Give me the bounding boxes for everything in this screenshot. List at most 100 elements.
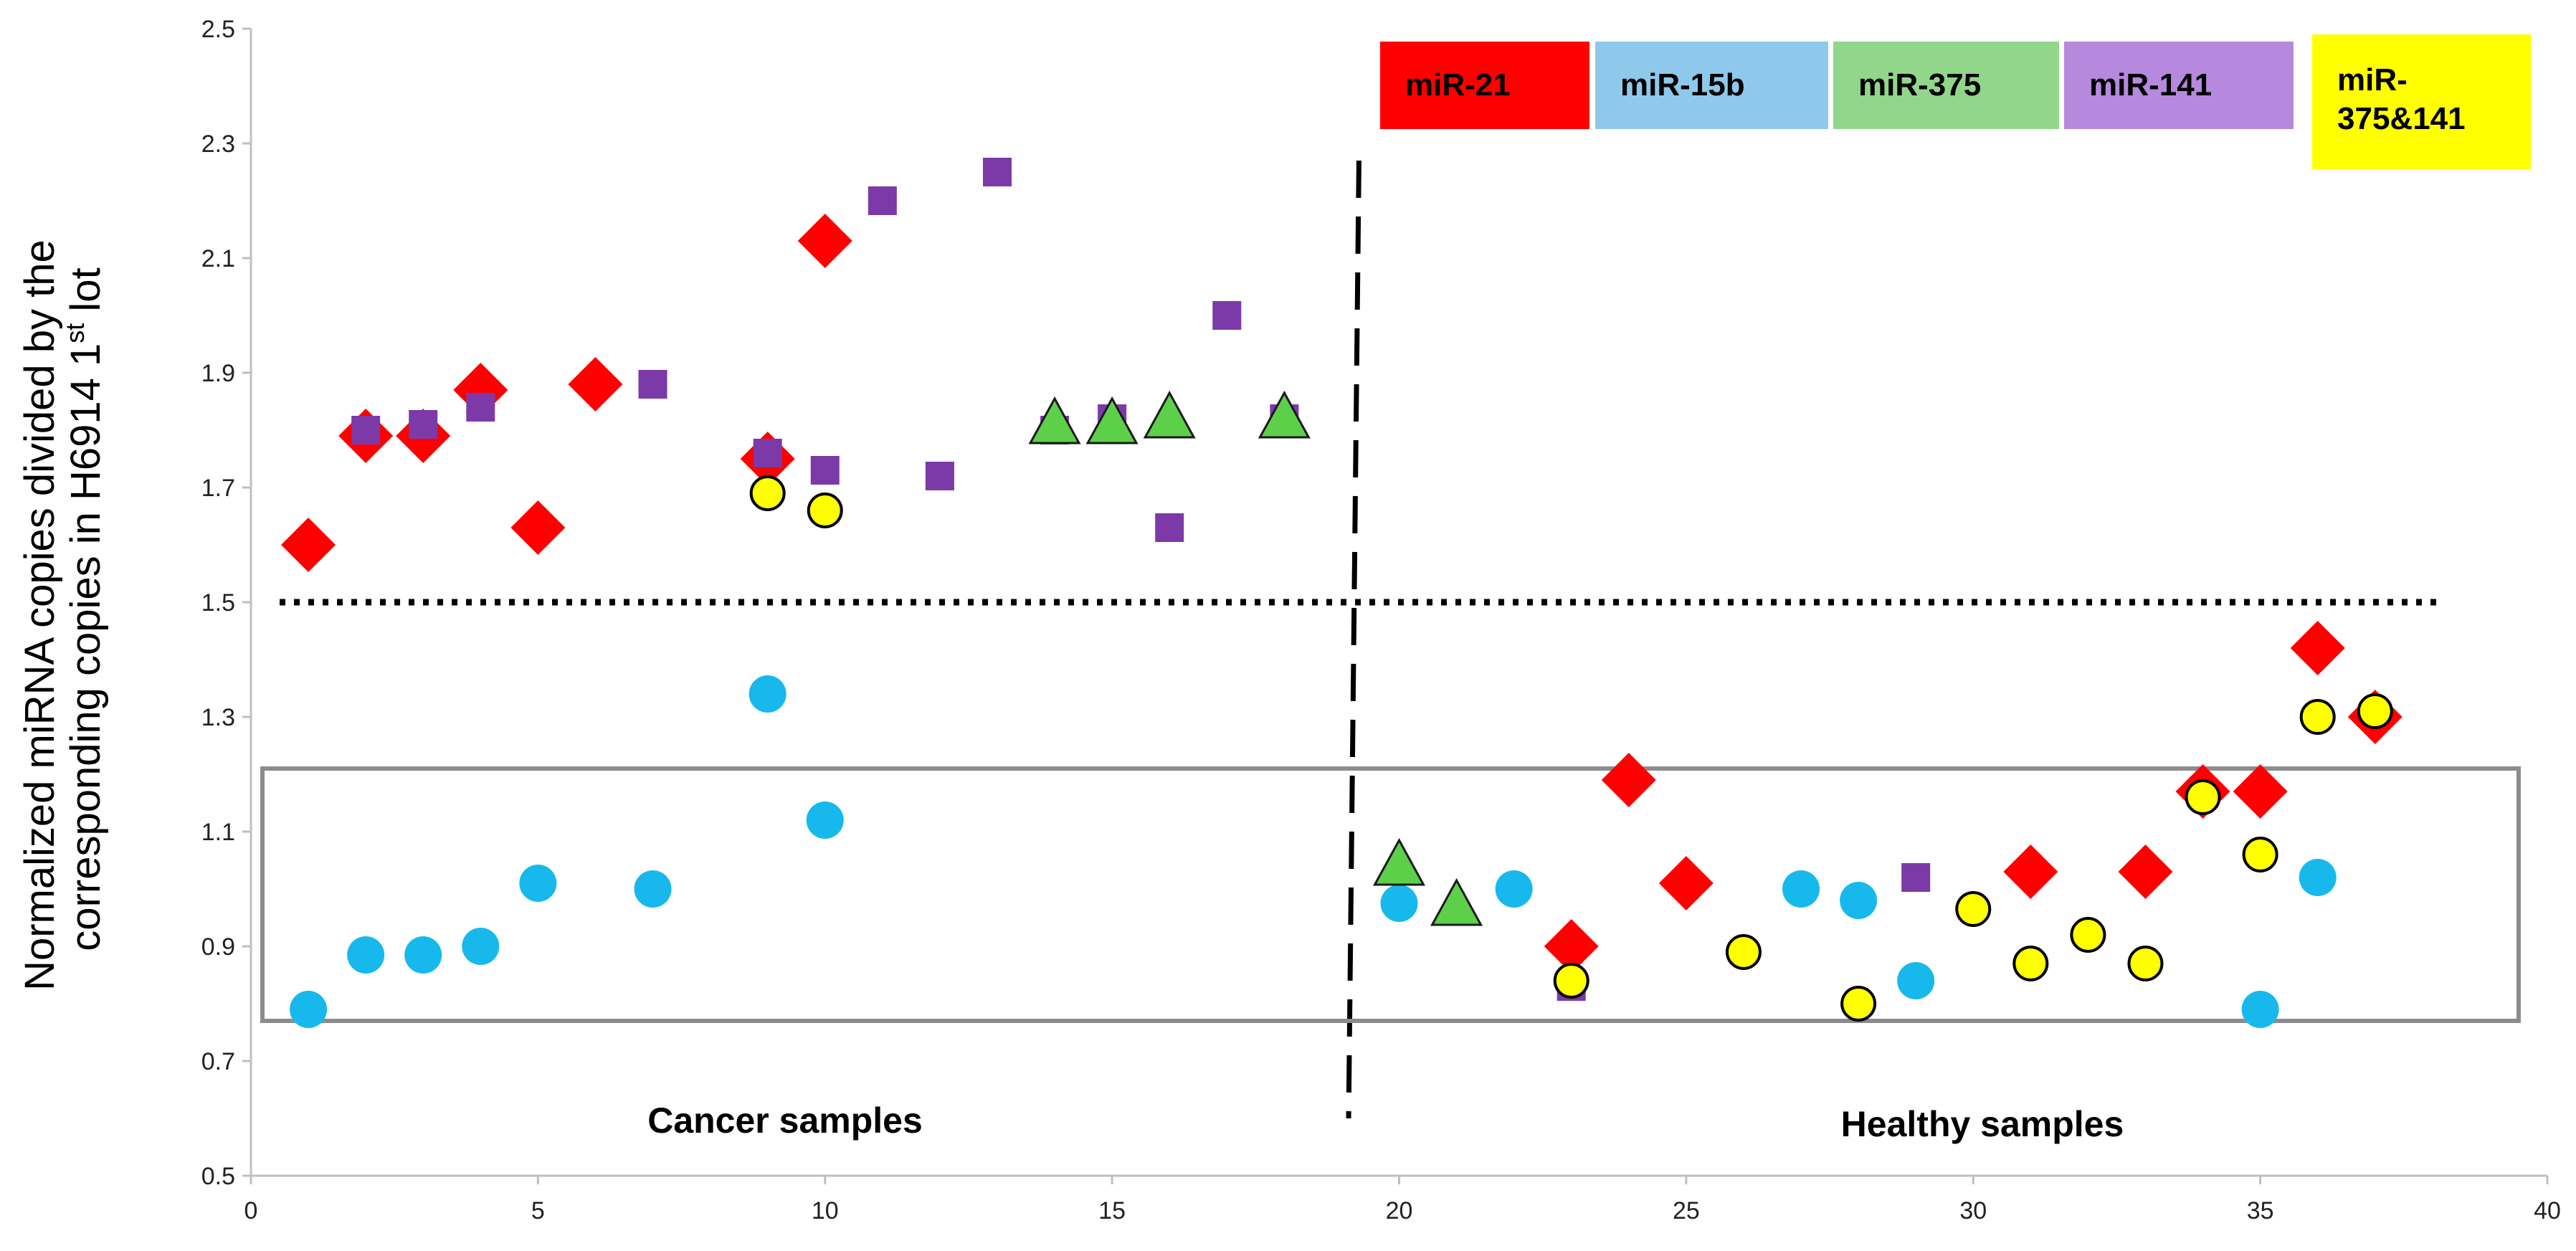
- mir-15b-point: [1897, 962, 1935, 999]
- mir-21-point: [568, 357, 623, 412]
- x-tick-label: 5: [531, 1197, 545, 1224]
- mir-375-141-point: [1840, 986, 1877, 1022]
- mir-375-141-point: [749, 475, 786, 511]
- y-tick-label: 2.3: [201, 130, 235, 158]
- legend-mir-375-swatch: [1833, 42, 2059, 129]
- legend-mir-375-141-swatch: [2312, 34, 2531, 169]
- y-tick-label: 2.1: [201, 245, 235, 272]
- mir-375-141-point: [1725, 934, 1762, 970]
- x-tick-label: 20: [1386, 1197, 1413, 1224]
- y-tick-label: 1.7: [201, 475, 235, 502]
- mir-21-point: [797, 214, 852, 268]
- cancer-region-label: Cancer samples: [647, 1100, 923, 1141]
- mir-141-point: [351, 416, 381, 444]
- mir-141-point: [753, 439, 782, 467]
- mir-375-141-point: [2242, 837, 2278, 872]
- normal-range-box: [260, 766, 2521, 1023]
- mir-15b-point: [462, 928, 500, 965]
- mir-21-point: [1658, 856, 1714, 910]
- mir-141-point: [868, 186, 897, 215]
- mir-21-point: [281, 518, 336, 572]
- mir-15b-point: [519, 865, 557, 902]
- x-tick-label: 25: [1673, 1197, 1700, 1224]
- mir-21-point: [2290, 621, 2345, 675]
- data-points: [281, 158, 2402, 1028]
- x-tick-label: 35: [2247, 1197, 2274, 1224]
- y-axis-label-suffix: lot: [62, 267, 109, 323]
- mir-375-point: [1143, 390, 1196, 439]
- legend-mir-15b-label: miR-15b: [1620, 67, 1745, 103]
- y-axis-label-sup: st: [60, 323, 90, 343]
- mir-15b-point: [1380, 885, 1418, 922]
- mir-141-point: [810, 456, 840, 485]
- mir-15b-point: [634, 870, 672, 908]
- mir-21-point: [510, 500, 566, 555]
- mir-141-point: [1212, 301, 1242, 330]
- mir-21-point: [1544, 919, 1599, 974]
- legend-mir-375-141-label: miR-: [2337, 62, 2408, 97]
- legend-mir-375-label: miR-375: [1858, 67, 1981, 103]
- y-axis-label-line2: corresponding copies in H6914 1st lot: [60, 267, 109, 951]
- mir-15b-point: [404, 936, 442, 974]
- mir-21-point: [2233, 764, 2288, 819]
- mir-141-point: [925, 462, 954, 490]
- y-tick-label: 1.5: [201, 589, 235, 617]
- y-tick-label: 1.3: [201, 704, 235, 731]
- mir-15b-point: [347, 936, 385, 974]
- legend-mir-15b-swatch: [1595, 42, 1828, 129]
- legend-mir-141-swatch: [2064, 42, 2294, 129]
- mir-375-point: [1430, 877, 1483, 926]
- mir-141-point: [1155, 513, 1184, 542]
- y-axis-label-line2-text: corresponding copies in H6914 1: [62, 343, 109, 951]
- legend-mir-21-swatch: [1380, 42, 1589, 129]
- mir-375-point: [1028, 396, 1081, 444]
- x-tick-label: 0: [244, 1197, 258, 1224]
- legend: miR-21 miR-15b miR-375 miR-141 miR- 375&141: [1380, 34, 2531, 169]
- y-tick-label: 0.5: [201, 1163, 235, 1190]
- y-tick-label: 2.5: [201, 16, 235, 43]
- mir-375-141-point: [807, 493, 843, 528]
- mir-375-141-point: [1553, 963, 1589, 999]
- mir-375-141-point: [2127, 946, 2164, 981]
- mir-15b-point: [1782, 870, 1820, 908]
- x-tick-label: 10: [812, 1197, 839, 1224]
- y-axis-label-line1: Normalized miRNA copies divided by the: [16, 239, 63, 991]
- mir-375-point: [1258, 390, 1311, 439]
- y-axis-label: Normalized miRNA copies divided by the c…: [16, 228, 109, 991]
- mir-21-point: [2118, 845, 2173, 899]
- mir-141-point: [638, 370, 667, 399]
- mir-21-point: [2003, 845, 2058, 899]
- mir-15b-point: [806, 802, 844, 839]
- y-tick-label: 1.9: [201, 360, 235, 387]
- mir-375-141-point: [2012, 946, 2049, 981]
- cancer-healthy-divider: [1346, 160, 1361, 1119]
- mir-15b-point: [1495, 870, 1533, 908]
- legend-mir-21-label: miR-21: [1405, 67, 1511, 103]
- reference-lines: [260, 160, 2521, 1119]
- mir-375-point: [1372, 837, 1426, 886]
- mir-15b-point: [748, 675, 786, 713]
- mir-375-141-point: [1955, 891, 1992, 927]
- mir-15b-point: [290, 991, 328, 1028]
- axes: 0.5 0.7 0.9 1.1 1.3 1.5 1.7 1.9 2.1 2.3 2.5 0 5 10 15 2…: [201, 16, 2561, 1224]
- legend-mir-375-141-label-2: 375&141: [2337, 101, 2466, 136]
- mir-375-141-point: [2070, 917, 2106, 953]
- mir-375-point: [1085, 396, 1139, 444]
- mir-21-point: [1601, 753, 1656, 807]
- healthy-region-label: Healthy samples: [1841, 1104, 2124, 1144]
- y-tick-label: 0.7: [201, 1048, 235, 1075]
- x-tick-label: 30: [1959, 1197, 1987, 1224]
- mir-15b-point: [1840, 882, 1878, 919]
- mir-15b-point: [2299, 859, 2337, 896]
- mir-141-point: [982, 158, 1012, 186]
- mir-141-point: [466, 393, 495, 422]
- mir-15b-point: [2241, 991, 2279, 1028]
- legend-mir-141-label: miR-141: [2089, 67, 2212, 103]
- y-tick-label: 1.1: [201, 819, 235, 846]
- mir-375-141-point: [2185, 779, 2221, 815]
- mir-141-point: [409, 410, 438, 439]
- x-tick-label: 15: [1098, 1197, 1126, 1224]
- y-tick-label: 0.9: [201, 933, 235, 961]
- x-tick-label: 40: [2534, 1197, 2561, 1224]
